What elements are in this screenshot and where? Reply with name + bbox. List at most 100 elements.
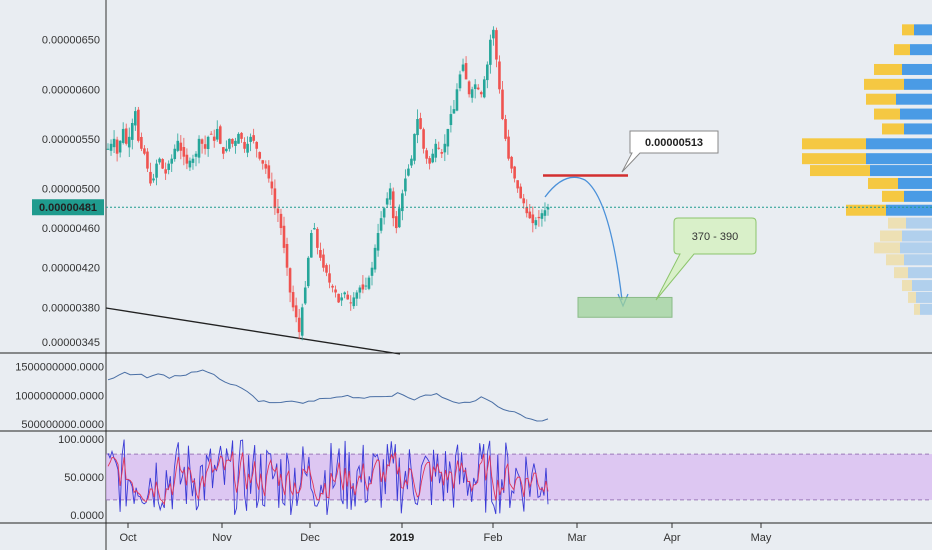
price-y-tick: 0.00000345 — [42, 337, 100, 349]
candle-body — [276, 208, 280, 214]
volume-y-tick: 1500000000.0000 — [15, 362, 104, 374]
candle-body — [504, 119, 507, 139]
candle-body — [410, 158, 413, 166]
candle-body — [270, 181, 274, 189]
candle-body — [225, 148, 228, 152]
candle-body — [467, 81, 471, 95]
candle-body — [158, 158, 161, 163]
oscillator-k-line — [107, 439, 549, 516]
candle-body — [237, 133, 240, 144]
target-zone — [577, 296, 673, 318]
candle-body — [127, 136, 131, 148]
candle-body — [218, 126, 222, 144]
candle-body — [215, 128, 219, 140]
price-y-tick: 0.00000600 — [42, 84, 100, 96]
volume-profile-bar — [802, 138, 866, 150]
candle-body — [191, 158, 195, 163]
volume-profile-bar — [910, 44, 932, 56]
candle-body — [137, 109, 140, 141]
candle-body — [476, 87, 480, 90]
candle-body — [473, 84, 477, 90]
candle-body — [513, 166, 516, 179]
candle-body — [534, 220, 538, 226]
volume-profile-bar — [888, 217, 906, 229]
volume-profile-bar — [866, 138, 932, 150]
candle-body — [161, 159, 164, 169]
candle-body — [349, 302, 353, 304]
candle-body — [346, 294, 350, 300]
candle-body — [300, 307, 304, 336]
candle-body — [522, 198, 526, 204]
candle-body — [185, 154, 189, 164]
candle-body — [234, 140, 237, 146]
volume-profile-bar — [898, 177, 932, 189]
candle-body — [203, 144, 207, 149]
candle-body — [310, 233, 313, 258]
volume-profile-bar — [870, 165, 932, 177]
candle-body — [407, 168, 410, 176]
candle-body — [328, 273, 331, 283]
price-y-tick: 0.00000420 — [42, 263, 100, 275]
candle-body — [340, 297, 343, 301]
candle-body — [455, 89, 459, 111]
volume-profile-bar — [880, 230, 902, 242]
candle-body — [273, 188, 277, 209]
candle-body — [416, 119, 419, 136]
price-y-tick: 0.00000460 — [42, 223, 100, 235]
candle-body — [464, 63, 468, 80]
candle-body — [179, 142, 183, 151]
candle-body — [319, 250, 322, 258]
volume-profile-bar — [810, 165, 870, 177]
candle-body — [422, 129, 425, 149]
candle-body — [252, 135, 255, 141]
candle-body — [149, 171, 152, 184]
volume-y-tick: 1000000000.0000 — [15, 390, 104, 402]
candle-body — [470, 89, 474, 98]
candle-body — [288, 268, 292, 293]
volume-profile-bar — [866, 93, 896, 105]
candle-body — [291, 292, 295, 308]
candle-body — [264, 164, 268, 169]
candle-body — [507, 136, 510, 159]
candle-body — [176, 140, 180, 151]
candle-body — [167, 163, 170, 170]
x-axis-tick: 2019 — [390, 532, 414, 544]
volume-profile-bar — [904, 78, 932, 90]
volume-profile-bar — [874, 63, 902, 75]
candle-body — [285, 243, 289, 268]
candle-body — [106, 148, 110, 150]
candle-body — [222, 147, 225, 154]
candle-body — [431, 153, 434, 163]
candle-body — [194, 153, 198, 157]
candle-body — [449, 114, 453, 126]
volume-profile-bar — [902, 280, 912, 292]
price-y-tick: 0.00000500 — [42, 183, 100, 195]
candle-body — [130, 122, 134, 140]
candle-body — [118, 140, 122, 153]
candle-body — [267, 165, 271, 179]
candle-body — [425, 150, 428, 159]
candle-body — [443, 143, 447, 153]
candle-body — [489, 39, 492, 65]
candle-body — [209, 133, 213, 135]
x-axis-tick: Dec — [300, 532, 320, 544]
candle-body — [343, 292, 346, 295]
candle-body — [458, 74, 462, 89]
price-y-tick: 0.00000650 — [42, 35, 100, 47]
volume-profile-bar — [912, 280, 932, 292]
volume-profile-bar — [914, 303, 920, 315]
candle-body — [370, 267, 374, 276]
candle-body — [313, 228, 316, 230]
candle-body — [446, 128, 450, 147]
candle-body — [155, 163, 158, 178]
candle-body — [537, 216, 541, 219]
volume-profile-bar — [896, 93, 932, 105]
volume-profile-bar — [846, 204, 886, 216]
candle-body — [482, 79, 486, 98]
candle-body — [206, 136, 210, 150]
candle-body — [546, 207, 550, 210]
candle-body — [376, 233, 380, 251]
projection-path — [544, 176, 623, 301]
candle-body — [440, 152, 444, 154]
volume-profile-bar — [902, 24, 914, 36]
